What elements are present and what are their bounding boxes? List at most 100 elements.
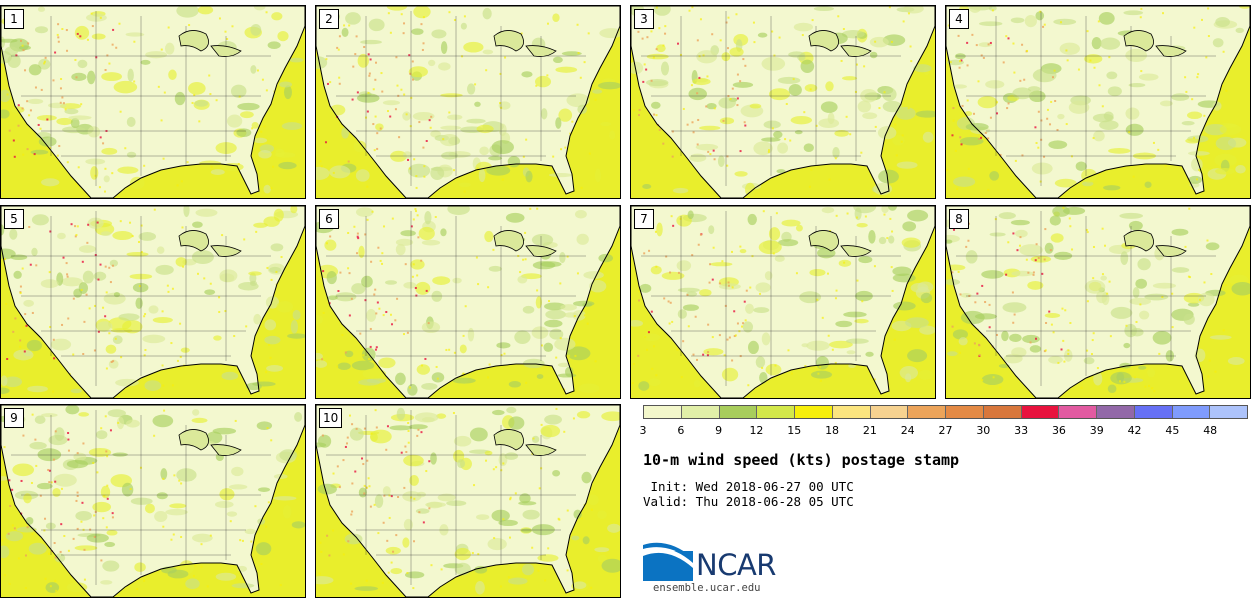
wind-patch (488, 156, 503, 161)
strong-wind-speck (99, 136, 102, 139)
strong-wind-speck (75, 76, 78, 79)
strong-wind-speck (407, 158, 410, 161)
colorbar-swatch (681, 406, 720, 418)
wind-patch (116, 416, 125, 430)
strong-wind-speck (395, 56, 398, 59)
wind-patch (768, 227, 781, 241)
strong-wind-speck (26, 100, 29, 103)
strong-wind-speck (1019, 79, 1022, 82)
member-panel-9: 9 (0, 404, 306, 598)
wind-speck (43, 529, 46, 532)
wind-patch (800, 59, 815, 73)
wind-speck (816, 298, 819, 301)
wind-patch (92, 501, 112, 513)
wind-speck (536, 207, 539, 210)
wind-speck (365, 486, 368, 489)
wind-speck (182, 265, 185, 268)
wind-speck (188, 24, 191, 27)
wind-speck (891, 230, 894, 233)
strong-wind-speck (66, 273, 69, 276)
wind-speck (1086, 231, 1089, 234)
wind-patch (559, 251, 566, 264)
colorbar-swatch (908, 406, 946, 418)
strong-wind-speck (37, 123, 40, 126)
wind-patch (30, 149, 49, 155)
wind-patch (88, 447, 112, 457)
wind-patch (558, 108, 573, 122)
coastline (1, 6, 305, 198)
strong-wind-speck (336, 465, 339, 468)
strong-wind-speck (351, 482, 354, 485)
wind-patch (753, 141, 773, 156)
wind-speck (1207, 35, 1210, 38)
wind-patch (31, 214, 49, 226)
wind-speck (1090, 353, 1093, 356)
wind-patch (378, 357, 396, 369)
wind-speck (874, 125, 877, 128)
wind-patch (9, 228, 18, 240)
wind-speck (712, 246, 715, 249)
init-time: Init: Wed 2018-06-27 00 UTC (643, 479, 854, 494)
wind-patch (430, 452, 437, 465)
strong-wind-speck (19, 285, 22, 288)
wind-speck (1089, 59, 1092, 62)
wind-speck (1193, 26, 1196, 29)
wind-speck (31, 413, 34, 416)
wind-speck (63, 534, 66, 537)
wind-patch (901, 237, 921, 248)
wind-speck (54, 579, 57, 582)
wind-patch (337, 362, 351, 370)
wind-patch (103, 175, 110, 183)
strong-wind-speck (100, 559, 103, 562)
wind-speck (590, 508, 593, 511)
wind-speck (709, 153, 712, 156)
wind-speck (265, 89, 268, 92)
wind-speck (808, 185, 811, 188)
wind-patch (138, 232, 157, 241)
wind-patch (835, 320, 853, 328)
strong-wind-speck (424, 357, 427, 360)
wind-speck (655, 114, 658, 117)
wind-patch (454, 562, 471, 576)
wind-patch (761, 332, 771, 346)
strong-wind-speck (96, 221, 99, 224)
wind-speck (475, 256, 478, 259)
wind-speck (900, 140, 903, 143)
strong-wind-speck (352, 65, 355, 68)
colorbar-swatch (1097, 406, 1135, 418)
wind-patch (127, 68, 134, 82)
wind-patch (194, 100, 209, 107)
wind-speck (1065, 49, 1068, 52)
strong-wind-speck (669, 271, 672, 274)
member-label: 6 (319, 209, 339, 229)
strong-wind-speck (368, 74, 371, 77)
wind-patch (1116, 372, 1125, 383)
wind-speck (56, 154, 59, 157)
strong-wind-speck (960, 143, 963, 146)
wind-speck (536, 289, 539, 292)
wind-speck (878, 107, 881, 110)
strong-wind-speck (79, 35, 82, 38)
wind-patch (508, 416, 525, 430)
wind-speck (1148, 384, 1151, 387)
strong-wind-speck (86, 241, 89, 244)
wind-speck (1123, 380, 1126, 383)
wind-speck (890, 266, 893, 269)
wind-patch (599, 28, 620, 39)
wind-patch (125, 419, 140, 428)
strong-wind-speck (408, 54, 411, 57)
colorbar-swatch (1134, 406, 1173, 418)
wind-speck (49, 146, 52, 149)
wind-speck (1085, 228, 1088, 231)
wind-patch (695, 143, 719, 151)
wind-patch (1187, 302, 1200, 307)
wind-speck (387, 12, 390, 15)
wind-speck (387, 571, 390, 574)
strong-wind-speck (76, 32, 79, 35)
strong-wind-speck (733, 335, 736, 338)
wind-speck (193, 93, 196, 96)
wind-speck (368, 485, 371, 488)
wind-speck (811, 19, 814, 22)
wind-speck (860, 151, 863, 154)
wind-speck (464, 305, 467, 308)
